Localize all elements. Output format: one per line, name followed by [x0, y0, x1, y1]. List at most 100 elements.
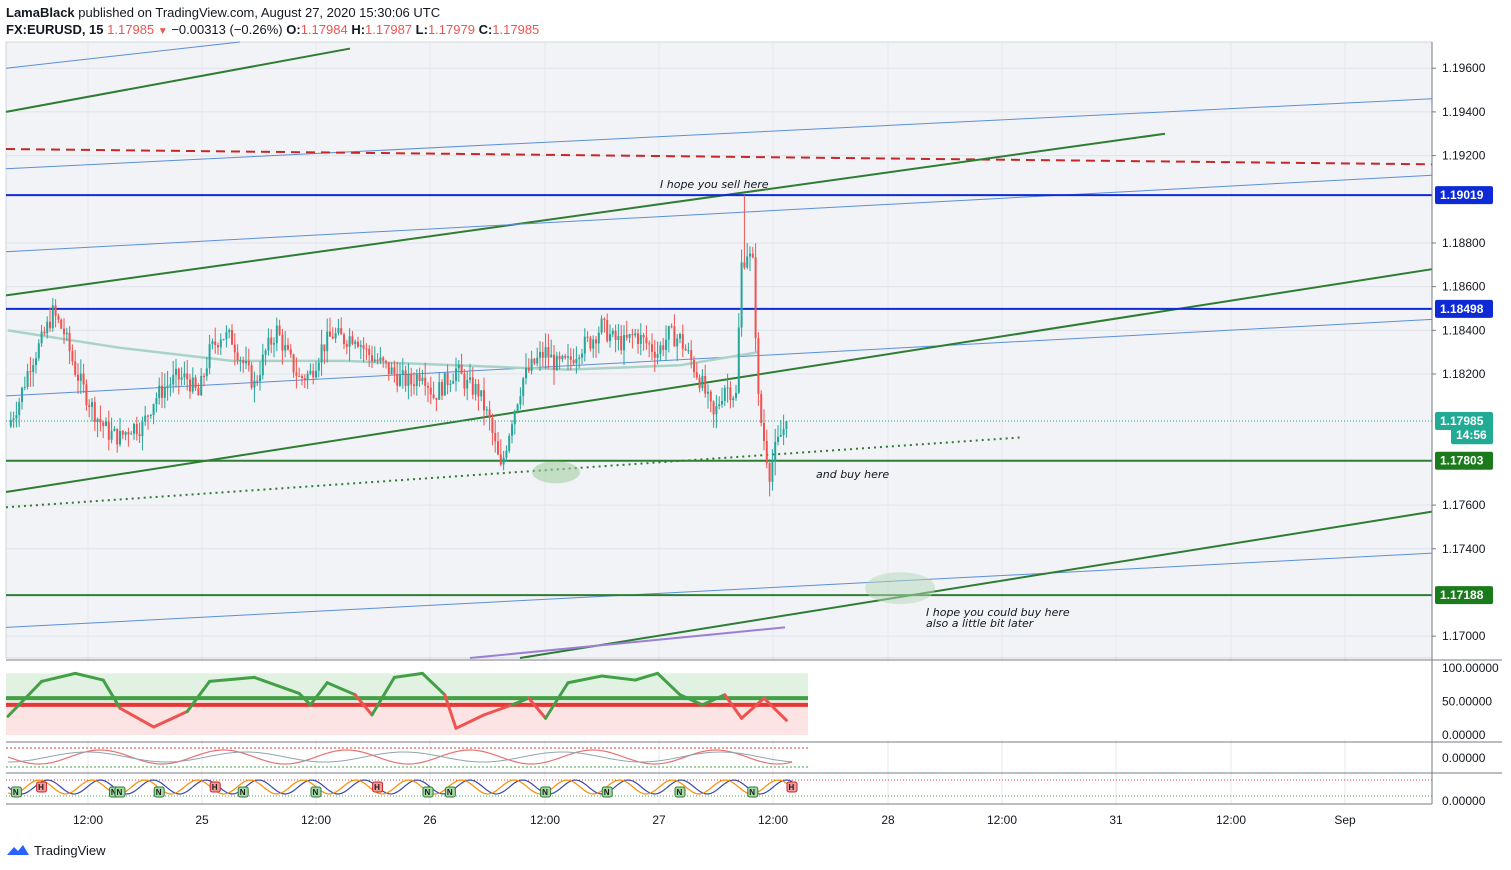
candle-body [79, 373, 82, 381]
candle-body [393, 367, 396, 375]
candle-body [516, 404, 519, 412]
candle-body [673, 326, 676, 347]
time-tick-label: 12:00 [530, 813, 560, 827]
candle-body [567, 356, 569, 358]
candle-body [410, 373, 413, 385]
publish-line: LamaBlack published on TradingView.com, … [6, 4, 539, 21]
candle-body [530, 358, 533, 371]
candle-body [359, 345, 362, 347]
price-tick-label: 1.17000 [1442, 629, 1486, 643]
candle-body [396, 374, 399, 386]
candle-body [127, 432, 130, 435]
candle-body [712, 401, 715, 415]
candle-body [82, 373, 85, 385]
candle-body [774, 441, 777, 462]
candle-body [113, 428, 116, 431]
candle-body [494, 432, 497, 442]
candle-body [214, 341, 217, 346]
candle-body [561, 355, 564, 360]
candle-body [466, 379, 469, 389]
candle-body [96, 418, 99, 422]
candle-body [651, 344, 653, 352]
candle-body [29, 371, 32, 373]
candle-body [634, 333, 637, 336]
oscillator-line [443, 693, 458, 730]
oscillator-line [678, 693, 704, 707]
candle-body [726, 387, 729, 389]
price-change: −0.00313 (−0.26%) [171, 22, 283, 37]
symbol-label[interactable]: FX:EURUSD, 15 [6, 22, 104, 37]
tradingview-footer: TradingView [6, 842, 106, 858]
signal-mark: N [447, 788, 453, 797]
candle-body [149, 414, 152, 417]
candle-body [267, 337, 270, 351]
candle-body [623, 334, 625, 351]
close-label: C: [478, 22, 493, 37]
last-price: 1.17985 [107, 22, 155, 37]
candle-body [236, 352, 239, 361]
time-axis[interactable]: 12:00 25 12:00 26 12:00 27 12:00 28 12:00 31 12:00… [6, 803, 1432, 827]
candle-body [309, 370, 312, 374]
author-name[interactable]: LamaBlack [6, 5, 75, 20]
candle-body [348, 336, 351, 347]
candle-body [637, 333, 639, 344]
candle-body [583, 336, 586, 354]
candle-body [306, 373, 309, 380]
signal-mark-box [36, 781, 48, 793]
candle-body [547, 347, 550, 358]
price-axis[interactable]: 1.19600 1.19400 1.19200 1.18800 1.18600 1.184… [1431, 42, 1499, 808]
time-tick-label: 12:00 [1216, 813, 1246, 827]
candle-body [740, 262, 743, 328]
candle-body [379, 357, 382, 361]
candle-body [497, 441, 499, 455]
candle-body [368, 348, 371, 356]
low-label: L: [415, 22, 428, 37]
candle-body [550, 354, 553, 358]
candle-body [544, 347, 547, 358]
candle-body [659, 345, 662, 355]
annotation-buy: and buy here [816, 468, 889, 481]
candle-body [329, 331, 331, 337]
price-tick-label: 1.18200 [1442, 367, 1486, 381]
candle-body [606, 319, 609, 342]
candle-body [158, 385, 161, 399]
candle-body [527, 367, 530, 371]
close-value: 1.17985 [492, 22, 540, 37]
candle-body [203, 375, 205, 377]
candle-body [334, 333, 337, 339]
signal-mark: H [789, 783, 795, 792]
candle-body [415, 374, 418, 386]
candle-body [768, 463, 771, 482]
candle-body [413, 384, 415, 386]
price-tick-label: 1.17400 [1442, 542, 1486, 556]
candle-body [558, 355, 561, 360]
oscillator-line [482, 703, 514, 717]
candle-body [21, 387, 23, 402]
candle-body [656, 354, 659, 358]
signal-mark-box [422, 786, 434, 798]
candle-body [189, 379, 191, 392]
signal-mark-box [601, 786, 613, 798]
candle-body [315, 370, 317, 378]
candle-body [194, 377, 197, 389]
pane2-tick-label: 0.00000 [1442, 751, 1486, 765]
candle-body [681, 334, 684, 349]
candle-body [250, 365, 253, 388]
annotations[interactable]: I hope you sell here and buy here I hope y… [660, 178, 1070, 630]
time-tick-label: 12:00 [987, 813, 1017, 827]
candle-body [382, 357, 385, 361]
candle-body [667, 326, 670, 340]
candle-body [231, 330, 233, 345]
candle-body [68, 332, 71, 352]
candle-body [35, 358, 37, 366]
candle-body [676, 338, 679, 347]
oscillator-line [208, 675, 256, 683]
ma-purple [469, 626, 786, 659]
candle-body [32, 365, 35, 372]
candle-body [452, 380, 455, 384]
candle-body [505, 450, 508, 458]
candlestick-series [9, 195, 788, 497]
price-label-countdown: 14:56 [1456, 428, 1487, 442]
signal-mark: N [313, 788, 319, 797]
